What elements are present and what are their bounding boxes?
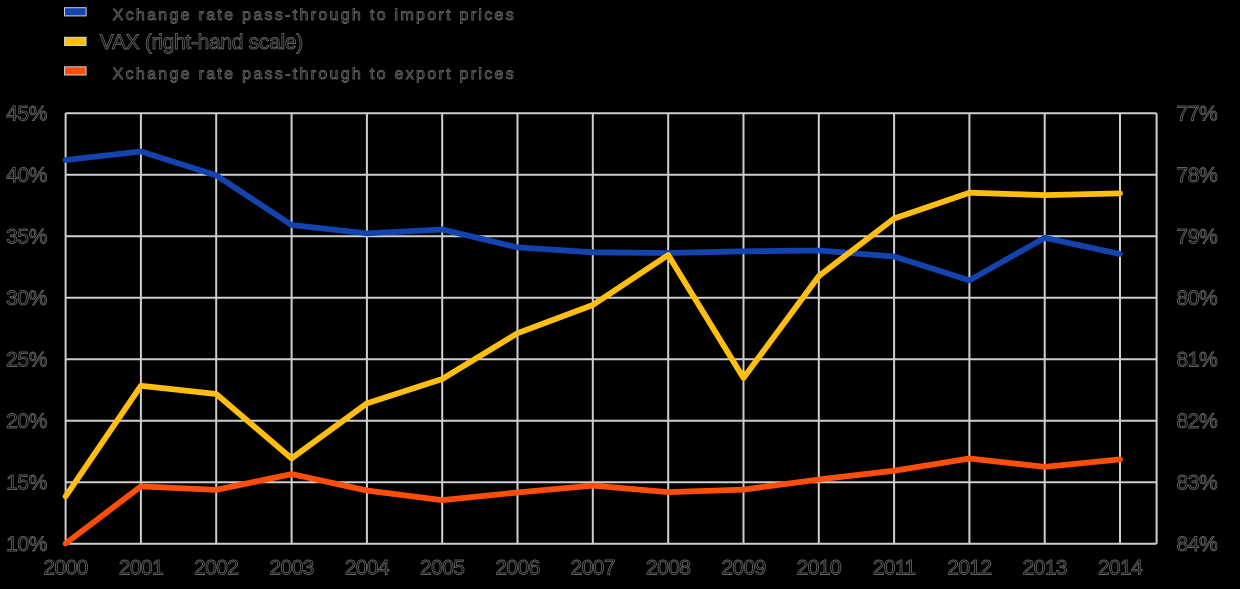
svg-text:15%: 15% — [6, 472, 47, 495]
svg-text:Xchange rate pass-through to e: Xchange rate pass-through to export pric… — [113, 66, 516, 83]
svg-text:84%: 84% — [1177, 533, 1218, 556]
svg-text:2007: 2007 — [571, 557, 615, 580]
svg-text:20%: 20% — [6, 410, 47, 433]
svg-text:35%: 35% — [6, 225, 47, 248]
svg-text:83%: 83% — [1177, 472, 1218, 495]
svg-text:2010: 2010 — [797, 557, 841, 580]
svg-text:45%: 45% — [6, 102, 47, 125]
svg-text:2003: 2003 — [269, 557, 313, 580]
svg-text:2011: 2011 — [873, 557, 916, 580]
svg-text:VAX (right-hand scale): VAX (right-hand scale) — [100, 31, 303, 54]
svg-text:2006: 2006 — [495, 557, 539, 580]
svg-text:80%: 80% — [1177, 287, 1218, 310]
svg-text:40%: 40% — [6, 164, 47, 187]
svg-text:25%: 25% — [6, 348, 47, 371]
svg-text:2012: 2012 — [947, 557, 991, 580]
svg-text:2014: 2014 — [1098, 557, 1143, 580]
svg-text:2013: 2013 — [1023, 557, 1067, 580]
svg-text:82%: 82% — [1177, 410, 1218, 433]
svg-text:77%: 77% — [1177, 102, 1218, 125]
svg-text:79%: 79% — [1177, 225, 1218, 248]
svg-text:81%: 81% — [1177, 348, 1218, 371]
svg-text:2009: 2009 — [721, 557, 765, 580]
svg-text:78%: 78% — [1177, 164, 1218, 187]
svg-text:2002: 2002 — [194, 557, 238, 580]
svg-text:2005: 2005 — [420, 557, 464, 580]
svg-text:2000: 2000 — [43, 557, 87, 580]
svg-text:2004: 2004 — [345, 557, 390, 580]
svg-text:2001: 2001 — [119, 557, 163, 580]
svg-text:Xchange rate pass-through to i: Xchange rate pass-through to import pric… — [113, 7, 516, 24]
svg-text:2008: 2008 — [646, 557, 690, 580]
svg-text:10%: 10% — [6, 533, 47, 556]
svg-text:30%: 30% — [6, 287, 47, 310]
